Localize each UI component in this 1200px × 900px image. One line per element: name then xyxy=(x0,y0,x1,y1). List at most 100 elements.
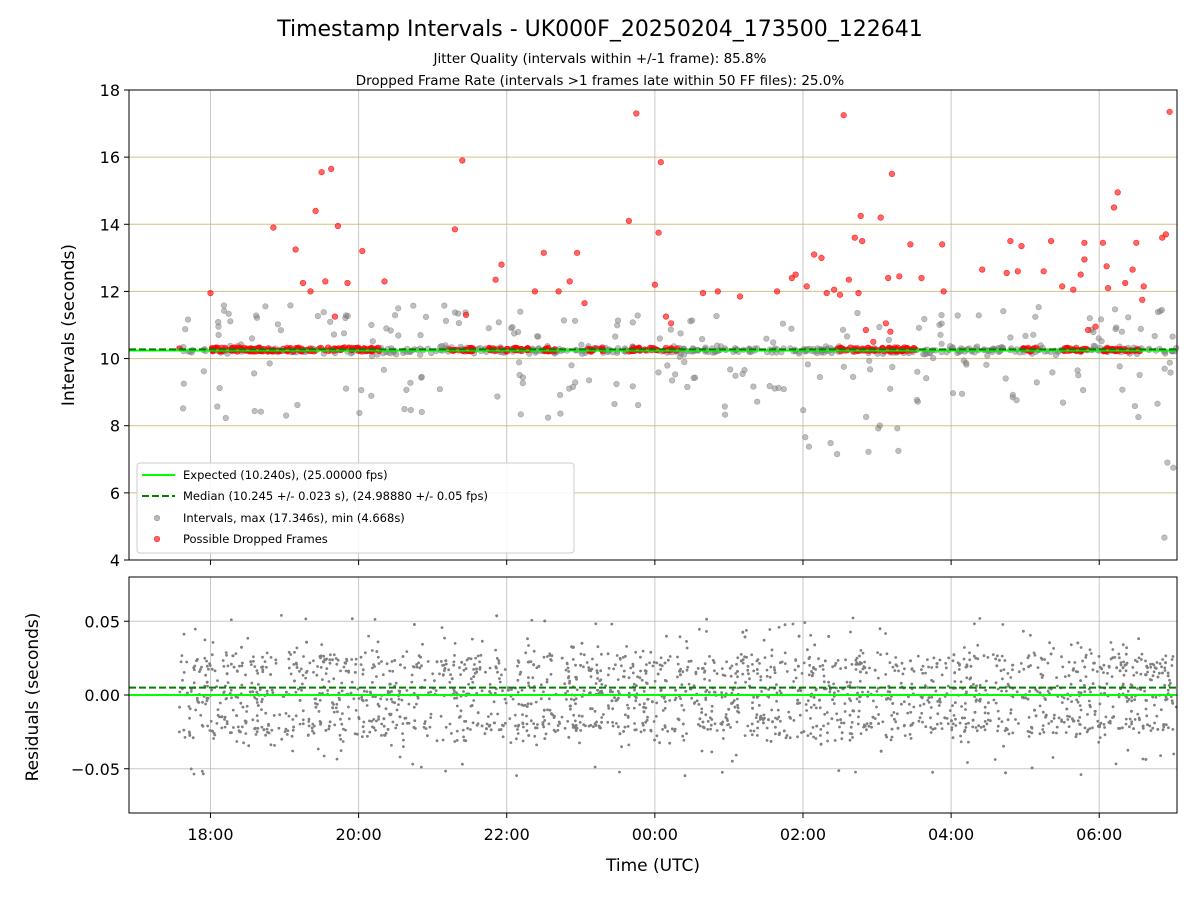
residual-point xyxy=(907,695,910,699)
interval-point xyxy=(277,327,285,334)
residual-point xyxy=(545,678,549,681)
interval-point xyxy=(875,425,882,432)
dropped-frame-point xyxy=(1110,204,1118,211)
residual-point xyxy=(1062,720,1066,724)
interval-point xyxy=(973,343,981,350)
residual-point xyxy=(224,651,228,654)
residual-point xyxy=(1109,641,1113,644)
residual-point xyxy=(638,703,642,706)
interval-point xyxy=(418,408,425,416)
residual-point xyxy=(873,717,877,720)
residual-point xyxy=(350,617,354,621)
residual-point xyxy=(944,662,948,665)
interval-point xyxy=(369,338,376,345)
residual-point xyxy=(235,714,239,717)
residual-point xyxy=(836,659,840,662)
residual-point xyxy=(1132,727,1135,730)
interval-point xyxy=(754,398,761,405)
residual-point xyxy=(519,670,523,674)
residual-point xyxy=(1158,662,1162,665)
interval-point xyxy=(514,328,522,336)
residual-point xyxy=(319,723,322,726)
residual-point xyxy=(597,724,601,728)
residual-point xyxy=(1040,676,1044,679)
residual-point xyxy=(271,691,275,694)
residual-point xyxy=(835,712,839,716)
residual-point xyxy=(265,727,269,731)
residual-point xyxy=(298,669,301,673)
interval-point xyxy=(227,318,234,325)
residual-point xyxy=(974,726,978,729)
residual-point xyxy=(994,681,998,685)
residual-point xyxy=(626,703,629,707)
residual-point xyxy=(339,669,342,673)
residual-point xyxy=(802,661,806,665)
residual-point xyxy=(332,703,335,706)
residual-point xyxy=(983,728,987,732)
residual-point xyxy=(1149,665,1153,669)
residual-point xyxy=(776,708,780,712)
interval-point xyxy=(843,333,851,340)
residual-point xyxy=(821,664,825,667)
residual-point xyxy=(678,669,681,673)
residual-point xyxy=(938,658,942,662)
residual-point xyxy=(302,655,305,658)
residual-point xyxy=(940,673,944,677)
residual-point xyxy=(354,657,358,661)
residual-point xyxy=(1053,713,1056,717)
residual-point xyxy=(1100,667,1104,671)
residual-point xyxy=(1117,652,1121,656)
residual-point xyxy=(399,663,402,667)
residual-point xyxy=(723,674,727,677)
residual-point xyxy=(706,720,710,723)
residual-point xyxy=(948,709,952,712)
residual-point xyxy=(543,619,547,623)
residual-point xyxy=(494,648,497,652)
residual-point xyxy=(295,666,299,669)
residual-point xyxy=(687,660,691,663)
residual-point xyxy=(752,729,756,733)
residual-point xyxy=(849,725,853,729)
dropped-frame-point xyxy=(381,278,388,285)
residual-point xyxy=(1028,689,1032,693)
residual-point xyxy=(434,689,438,692)
residual-point xyxy=(674,688,677,692)
residual-point xyxy=(542,725,546,729)
dropped-frame-point xyxy=(1166,108,1173,115)
residual-point xyxy=(705,688,709,692)
residual-point xyxy=(953,680,957,683)
residual-point xyxy=(1072,667,1075,671)
residual-point xyxy=(270,728,274,732)
residual-point xyxy=(384,731,388,735)
residual-point xyxy=(484,670,487,674)
residual-point xyxy=(811,726,815,729)
residual-point xyxy=(983,720,987,723)
residual-point xyxy=(796,735,799,739)
residual-point xyxy=(1146,670,1149,674)
residual-point xyxy=(743,734,747,737)
residual-point xyxy=(1133,718,1137,721)
residual-point xyxy=(1110,675,1114,678)
residual-point xyxy=(448,680,452,684)
residual-point xyxy=(935,665,939,669)
interval-point xyxy=(417,332,424,339)
residual-point xyxy=(971,718,975,722)
residual-point xyxy=(232,665,236,669)
residual-point xyxy=(943,716,947,720)
residual-point xyxy=(314,697,318,701)
residual-point xyxy=(285,690,288,694)
residual-point xyxy=(240,645,243,649)
residual-point xyxy=(1028,730,1032,734)
residual-point xyxy=(1033,653,1037,657)
residual-point xyxy=(595,663,599,667)
residual-point xyxy=(413,719,417,723)
intervals-y-tick-label: 12 xyxy=(100,282,120,301)
residual-point xyxy=(1093,661,1096,665)
residual-point xyxy=(791,622,795,626)
residual-point xyxy=(956,661,960,665)
residual-point xyxy=(533,734,537,738)
residual-point xyxy=(1004,771,1007,775)
residual-point xyxy=(264,711,268,715)
residual-point xyxy=(1009,711,1013,715)
residual-point xyxy=(649,650,653,654)
